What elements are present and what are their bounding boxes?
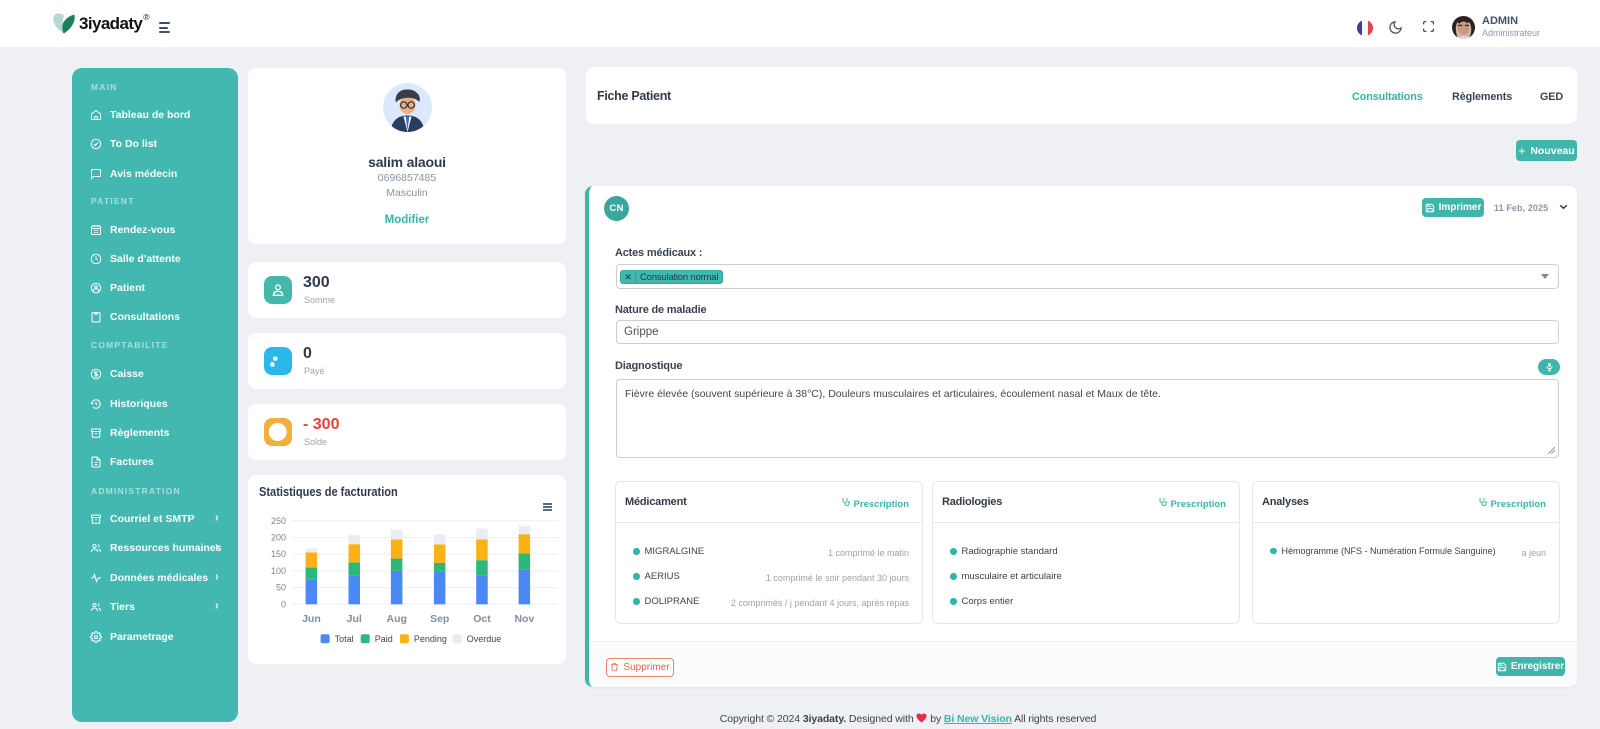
- svg-text:200: 200: [271, 533, 286, 543]
- svg-text:Aug: Aug: [386, 613, 406, 625]
- svg-text:Pending: Pending: [414, 634, 447, 644]
- svg-text:Nov: Nov: [514, 613, 534, 625]
- svg-text:Jun: Jun: [302, 613, 321, 625]
- svg-text:Sep: Sep: [430, 613, 449, 625]
- svg-text:Oct: Oct: [473, 613, 491, 625]
- svg-text:100: 100: [271, 566, 286, 576]
- svg-text:Overdue: Overdue: [467, 634, 502, 644]
- svg-text:150: 150: [271, 549, 286, 559]
- svg-text:0: 0: [281, 599, 286, 609]
- svg-text:50: 50: [276, 583, 286, 593]
- svg-text:Paid: Paid: [375, 634, 393, 644]
- svg-text:250: 250: [271, 516, 286, 526]
- svg-text:Total: Total: [335, 634, 354, 644]
- svg-text:Jul: Jul: [347, 613, 362, 625]
